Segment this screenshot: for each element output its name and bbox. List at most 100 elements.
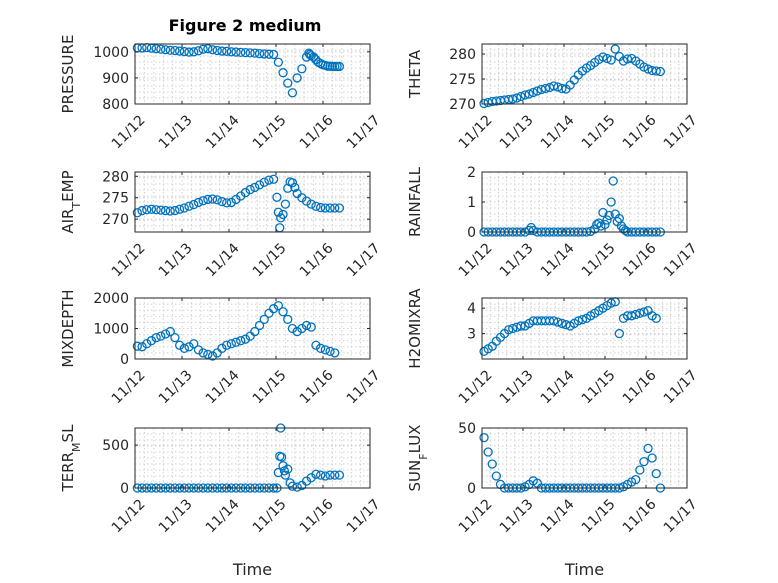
x-tick-label: 11/12 [109,496,149,536]
data-point [221,198,232,208]
data-point [160,329,171,339]
chart-panel-rainfall: 0 1 2 11/12 11/13 11/14 11/15 11/16 11/17 RAINFAL… [406,165,701,280]
data-point [631,474,641,485]
data-point [308,52,319,62]
data-point [297,323,307,334]
data-point [479,432,489,443]
data-point [268,49,279,60]
data-point [334,61,345,72]
y-axis-label: THETA [406,49,424,99]
data-point [240,187,251,198]
data-point [170,205,180,216]
data-point [217,196,227,207]
data-point [292,73,302,83]
data-point [272,192,282,202]
data-point [330,348,340,358]
y-axis-label: AIRTEMP [59,170,83,233]
data-point [536,84,547,95]
y-tick-label: 900 [102,71,129,87]
data-point [573,316,583,326]
data-point [297,64,307,74]
data-point [217,343,227,353]
x-tick-label: 11/17 [344,240,384,280]
data-point [627,311,637,321]
data-point [189,47,199,57]
data-point [610,44,620,54]
axes-frame [481,297,688,360]
x-tick-label: 11/17 [344,367,384,407]
x-tick-label: 11/15 [579,367,619,407]
data-point [179,46,190,57]
data-point [311,469,321,479]
axes-frame [481,43,688,105]
data-point [330,470,340,480]
data-point [160,45,171,55]
x-tick-label: 11/16 [297,112,337,152]
x-tick-label: 11/16 [620,496,660,536]
x-tick-label: 11/16 [620,367,660,407]
data-point [142,205,152,215]
x-tick-label: 11/14 [538,367,578,407]
x-tick-label: 11/16 [297,367,337,407]
data-point [651,468,661,479]
data-point [606,298,616,308]
y-tick-label: 270 [449,97,476,113]
data-point [170,332,180,343]
data-point [643,64,653,74]
x-tick-label: 11/15 [579,112,619,152]
data-point [306,199,316,209]
data-point [325,346,335,357]
x-tick-label: 11/14 [203,367,243,407]
data-point [207,45,218,55]
y-axis-label: SUNFLUX [406,425,430,492]
data-point [231,337,241,347]
data-point [203,44,213,54]
x-tick-label: 11/14 [538,240,578,280]
data-point [278,307,288,317]
data-point [160,205,171,216]
data-point [532,86,542,96]
x-tick-label: 11/13 [497,112,537,152]
y-axis-label: RAINFALL [406,166,424,237]
data-point [236,47,246,57]
data-point [221,340,232,350]
data-point [142,339,152,349]
chart-panel-air_temp: 270 275 280 11/12 11/13 11/14 11/15 11/16 11/17 A… [59,169,384,280]
data-point [292,482,302,492]
data-point [236,336,246,346]
data-point [259,314,269,325]
data-point [250,48,260,58]
data-point [606,55,616,65]
data-point [639,456,649,467]
data-point [132,341,143,351]
data-point [487,459,497,469]
data-point [540,83,551,94]
plot-area [482,428,687,488]
x-tick-label: 11/17 [661,240,701,280]
y-tick-label: 1000 [93,322,129,338]
x-tick-label: 11/15 [579,240,619,280]
figure-title: Figure 2 medium [169,16,322,35]
axes-frame [134,43,371,105]
y-tick-label: 2000 [93,291,129,307]
data-point [264,175,274,185]
data-point [151,332,161,343]
data-point [207,351,218,361]
data-point [278,68,288,78]
data-point [156,331,166,341]
data-point [608,176,618,186]
data-point [602,53,612,64]
y-tick-label: 280 [449,47,476,63]
x-tick-label: 11/16 [297,240,337,280]
data-point [273,57,284,67]
data-point [250,182,260,193]
data-point [512,93,522,103]
data-point [268,304,279,314]
y-tick-label: 800 [102,97,129,113]
data-point [287,323,298,334]
y-tick-label: 1000 [93,45,129,61]
data-point [151,44,161,54]
data-point [651,66,661,76]
chart-panel-sun_flux: 0 50 11/12 11/13 11/14 11/15 11/16 11/17 SUNFLUX… [406,421,701,579]
